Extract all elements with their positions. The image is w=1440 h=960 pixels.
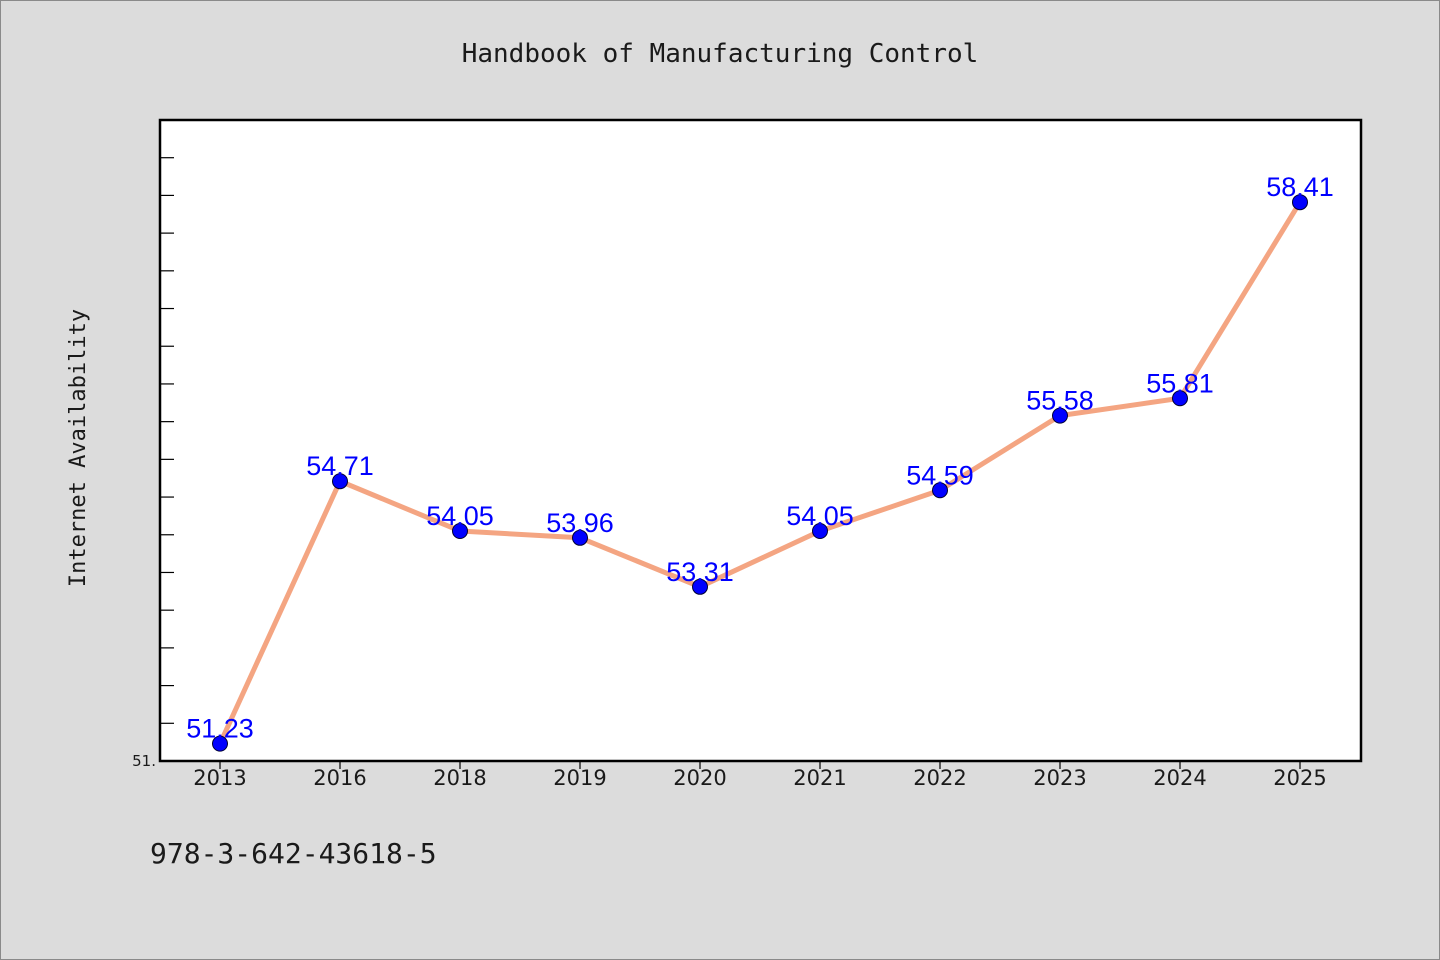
data-point [932, 482, 948, 499]
x-tick-label: 2016 [313, 766, 366, 790]
data-label: 53.31 [666, 557, 734, 587]
data-point [212, 735, 228, 752]
data-point [812, 522, 828, 539]
y-tick-label: 51. [132, 752, 156, 770]
x-tick-label: 2022 [913, 766, 966, 790]
x-tick-label: 2024 [1153, 766, 1206, 790]
x-tick-label: 2013 [193, 766, 246, 790]
x-tick-label: 2023 [1033, 766, 1086, 790]
plot-area [158, 118, 1363, 763]
data-label: 55.58 [1026, 386, 1094, 416]
data-point [692, 578, 708, 595]
data-label: 54.05 [426, 501, 494, 531]
series-line [217, 199, 1303, 747]
y-axis-ticks [160, 157, 174, 724]
data-point [1052, 407, 1068, 424]
data-point [572, 529, 588, 546]
x-axis-tick-labels: 2013 2016 2018 2019 2020 2021 2022 2023 2024 2025 [193, 766, 1326, 790]
series-markers [212, 194, 1308, 752]
y-axis-tick-labels: 51. [132, 752, 156, 770]
x-tick-label: 2018 [433, 766, 486, 790]
data-label: 54.71 [306, 451, 374, 481]
data-label: 55.81 [1146, 368, 1214, 398]
data-point [452, 522, 468, 539]
isbn-text: 978-3-642-43618-5 [150, 837, 437, 870]
x-axis-ticks [219, 761, 1301, 769]
data-labels: 51.23 54.71 54.05 53.96 53.31 54.05 54.59 55.58… [186, 172, 1334, 743]
data-point [332, 473, 348, 490]
data-label: 54.59 [906, 460, 974, 490]
y-axis-label: Internet Availability [66, 309, 91, 587]
x-tick-label: 2025 [1273, 766, 1326, 790]
x-tick-label: 2019 [553, 766, 606, 790]
x-tick-label: 2020 [673, 766, 726, 790]
data-label: 53.96 [546, 508, 614, 538]
data-point [1172, 390, 1188, 407]
chart-title: Handbook of Manufacturing Control [462, 39, 979, 69]
data-label: 54.05 [786, 501, 854, 531]
x-tick-label: 2021 [793, 766, 846, 790]
data-label: 51.23 [186, 714, 254, 744]
data-label: 58.41 [1266, 172, 1334, 202]
data-point [1292, 194, 1308, 211]
